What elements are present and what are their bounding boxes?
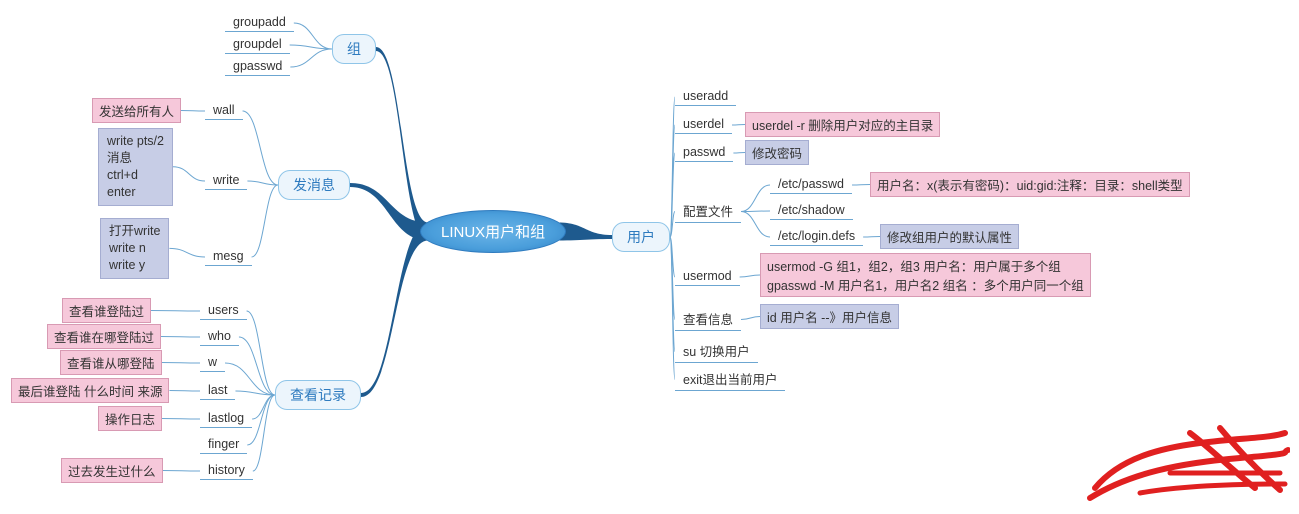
- note-w: 查看谁从哪登陆: [60, 350, 162, 375]
- leaf-config: 配置文件: [675, 200, 741, 223]
- note-write: write pts/2消息ctrl+denter: [98, 128, 173, 206]
- leaf-etc-shadow: /etc/shadow: [770, 202, 853, 220]
- leaf-etc-passwd: /etc/passwd: [770, 176, 852, 194]
- leaf-gpasswd: gpasswd: [225, 58, 290, 76]
- leaf-last: last: [200, 382, 235, 400]
- note-etc-login: 修改组用户的默认属性: [880, 224, 1019, 249]
- leaf-exit: exit退出当前用户: [675, 368, 785, 391]
- branch-group: 组: [332, 34, 376, 64]
- leaf-write: write: [205, 172, 247, 190]
- leaf-history: history: [200, 462, 253, 480]
- branch-user: 用户: [612, 222, 670, 252]
- note-passwd: 修改密码: [745, 140, 809, 165]
- leaf-viewinfo: 查看信息: [675, 308, 741, 331]
- note-history: 过去发生过什么: [61, 458, 163, 483]
- leaf-etc-login: /etc/login.defs: [770, 228, 863, 246]
- leaf-users: users: [200, 302, 247, 320]
- leaf-lastlog: lastlog: [200, 410, 252, 428]
- note-etc-passwd: 用户名：x(表示有密码)：uid:gid:注释：目录：shell类型: [870, 172, 1190, 197]
- leaf-groupdel: groupdel: [225, 36, 290, 54]
- leaf-usermod: usermod: [675, 268, 740, 286]
- leaf-passwd: passwd: [675, 144, 733, 162]
- leaf-su: su 切换用户: [675, 340, 758, 363]
- note-who: 查看谁在哪登陆过: [47, 324, 161, 349]
- note-viewinfo: id 用户名 --》用户信息: [760, 304, 899, 329]
- note-mesg: 打开writewrite nwrite y: [100, 218, 169, 279]
- scribble-mark: [1080, 418, 1290, 506]
- leaf-finger: finger: [200, 436, 247, 454]
- leaf-mesg: mesg: [205, 248, 252, 266]
- leaf-w: w: [200, 354, 225, 372]
- leaf-userdel: userdel: [675, 116, 732, 134]
- branch-msg: 发消息: [278, 170, 350, 200]
- note-wall: 发送给所有人: [92, 98, 181, 123]
- note-last: 最后谁登陆 什么时间 来源: [11, 378, 169, 403]
- leaf-who: who: [200, 328, 239, 346]
- note-userdel: userdel -r 删除用户对应的主目录: [745, 112, 940, 137]
- note-usermod: usermod -G 组1，组2，组3 用户名：用户属于多个组gpasswd -…: [760, 253, 1091, 297]
- leaf-wall: wall: [205, 102, 243, 120]
- branch-rec: 查看记录: [275, 380, 361, 410]
- note-lastlog: 操作日志: [98, 406, 162, 431]
- leaf-groupadd: groupadd: [225, 14, 294, 32]
- leaf-useradd: useradd: [675, 88, 736, 106]
- note-users: 查看谁登陆过: [62, 298, 151, 323]
- root-node: LINUX用户和组: [420, 210, 566, 253]
